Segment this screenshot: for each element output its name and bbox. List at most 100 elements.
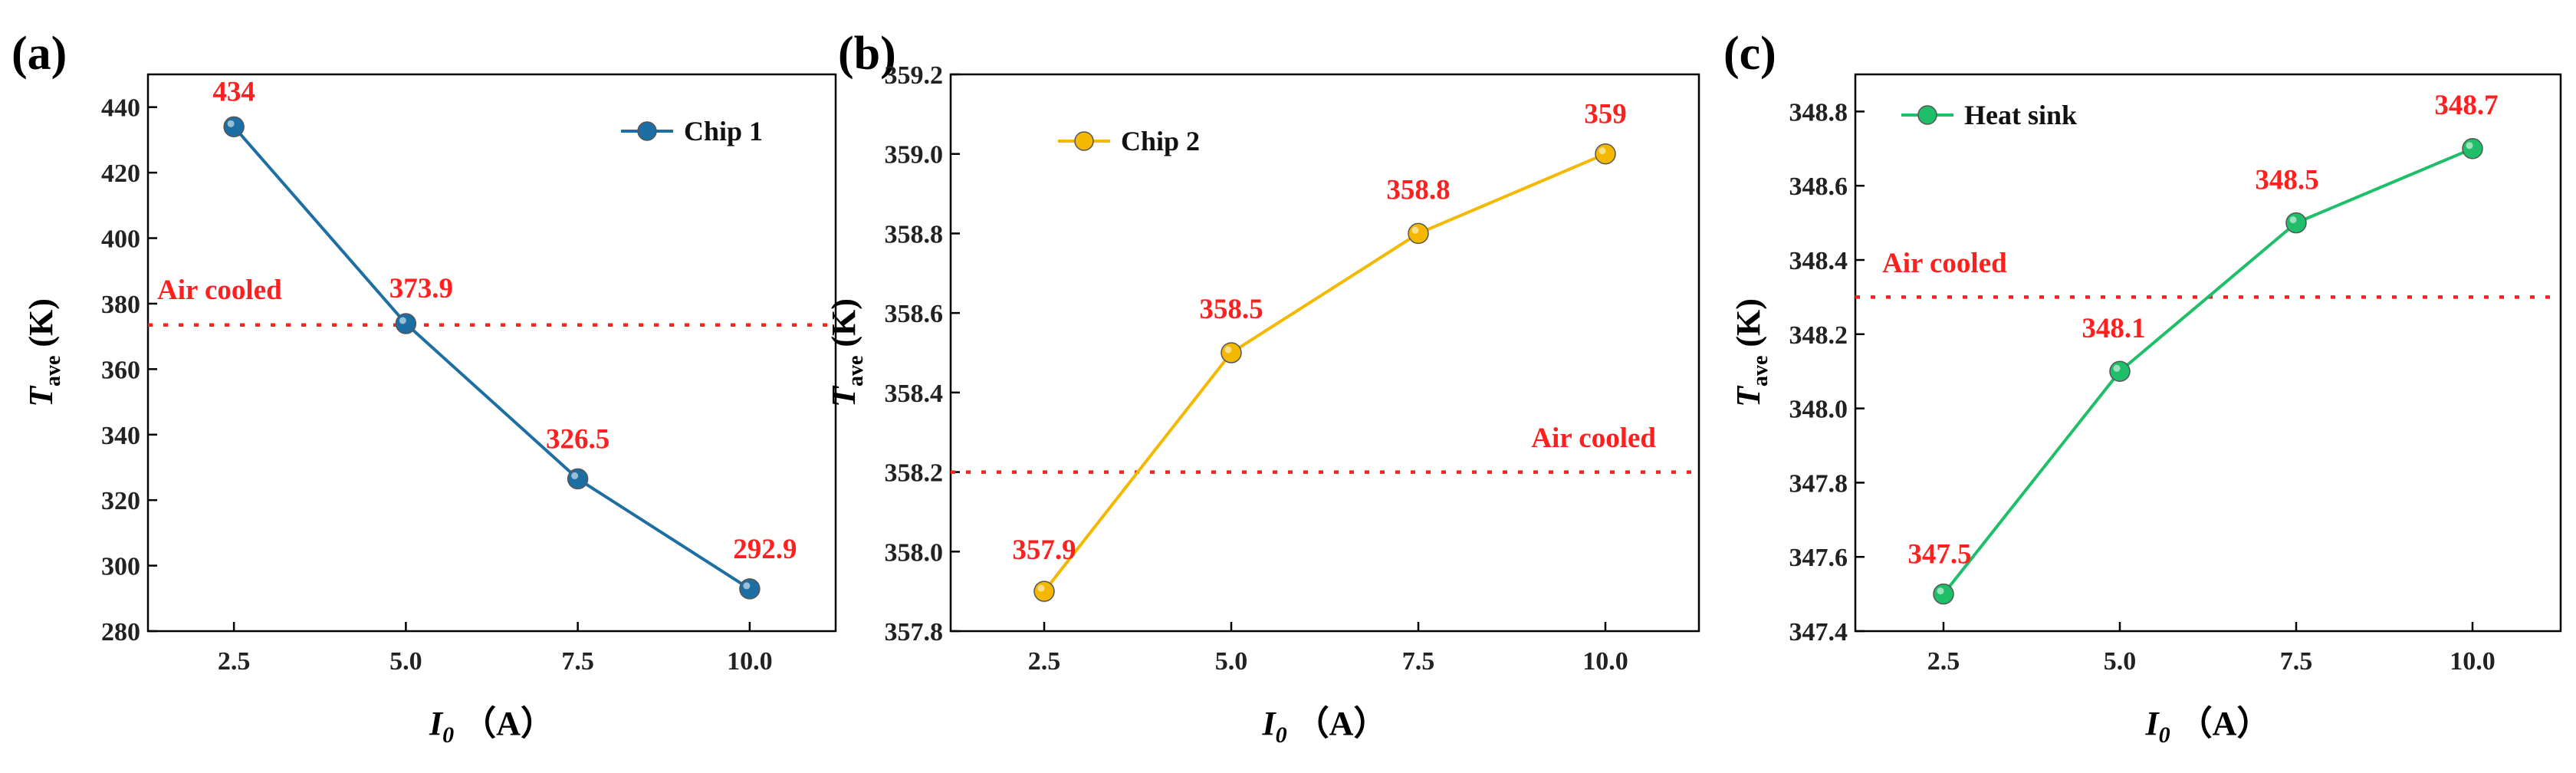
y-axis-title: Tave (K) [825, 298, 868, 407]
y-tick-label: 347.4 [1789, 618, 1848, 646]
x-axis-title: I0 （A） [1262, 705, 1388, 748]
y-tick-label: 347.8 [1789, 469, 1848, 498]
y-tick-label: 358.0 [885, 538, 944, 567]
data-point [223, 116, 245, 138]
data-label: 292.9 [733, 534, 797, 565]
data-point [395, 313, 417, 334]
x-tick-label: 5.0 [389, 647, 422, 676]
y-axis-title: Tave (K) [1730, 298, 1773, 407]
chart-panel-1: (a) 280 300 320 340 360 380 400 420 440 2.5 5.0 7.5 1… [12, 28, 837, 748]
x-axis-title: I0 （A） [429, 705, 554, 748]
y-axis-subscript: ave [844, 356, 868, 386]
x-tick-label: 2.5 [1028, 647, 1061, 676]
x-axis-subscript: 0 [442, 722, 454, 748]
x-tick-label: 5.0 [2104, 647, 2137, 676]
data-point [2285, 212, 2307, 234]
data-label: 326.5 [546, 423, 610, 455]
y-tick-label: 300 [101, 553, 140, 581]
y-axis-title: Tave (K) [22, 298, 65, 407]
x-axis-title: I0 （A） [2145, 705, 2271, 748]
legend-label: Chip 2 [1121, 126, 1200, 156]
data-point [2109, 360, 2131, 382]
plot-frame [949, 73, 1700, 633]
y-tick-label: 348.8 [1789, 98, 1848, 127]
y-tick-label: 320 [101, 487, 140, 515]
y-tick-label: 420 [101, 160, 140, 188]
data-label: 357.9 [1012, 535, 1076, 566]
series-line [232, 126, 751, 590]
y-axis-unit: (K) [1730, 298, 1767, 356]
reference-label: Air cooled [157, 275, 282, 306]
plot-frame [146, 73, 837, 633]
x-tick-label: 10.0 [1582, 647, 1628, 676]
y-tick-label: 400 [101, 225, 140, 254]
y-tick-label: 348.0 [1789, 396, 1848, 424]
legend-marker [1074, 131, 1094, 151]
x-axis-unit: （A） [2170, 705, 2271, 742]
data-point-highlight [1598, 147, 1606, 155]
data-point [2462, 138, 2483, 160]
y-tick-label: 348.4 [1789, 247, 1848, 275]
x-axis-unit: （A） [1287, 705, 1388, 742]
panel-label: (b) [838, 28, 896, 80]
panel-label: (c) [1723, 28, 1776, 80]
data-point-highlight [1224, 346, 1232, 354]
x-tick-label: 2.5 [1927, 647, 1960, 676]
y-tick-label: 359.2 [885, 61, 944, 90]
x-tick-label: 7.5 [1402, 647, 1435, 676]
x-tick-label: 5.0 [1215, 647, 1248, 676]
y-tick-label: 359.0 [885, 141, 944, 169]
y-tick-label: 440 [101, 94, 140, 123]
x-axis-unit: （A） [454, 705, 554, 742]
data-point [739, 578, 761, 600]
y-axis-symbol: T [22, 385, 60, 407]
y-tick-label: 358.8 [885, 220, 944, 248]
data-label: 347.5 [1907, 539, 1971, 571]
y-tick-label: 340 [101, 422, 140, 450]
reference-label: Air cooled [1882, 248, 2007, 279]
data-point [567, 468, 589, 490]
plot-frame [1854, 73, 2562, 633]
data-point [1595, 143, 1616, 165]
data-point-highlight [2466, 142, 2473, 150]
legend-label: Heat sink [1964, 100, 2077, 130]
legend-marker [1917, 105, 1937, 125]
y-axis-symbol: T [1730, 385, 1767, 407]
reference-label: Air cooled [1531, 423, 1656, 454]
y-tick-label: 280 [101, 618, 140, 646]
x-tick-label: 7.5 [2280, 647, 2313, 676]
data-point-highlight [571, 472, 579, 479]
data-label: 359 [1584, 99, 1627, 130]
x-axis-subscript: 0 [1276, 722, 1287, 748]
y-tick-label: 360 [101, 356, 140, 384]
data-point [1933, 583, 1954, 605]
x-axis-subscript: 0 [2159, 722, 2170, 748]
data-point-highlight [2289, 216, 2297, 224]
x-tick-label: 7.5 [561, 647, 594, 676]
y-tick-label: 357.8 [885, 618, 944, 646]
y-axis-subscript: ave [1749, 356, 1773, 386]
data-point-highlight [1937, 587, 1944, 595]
data-point-highlight [743, 582, 751, 590]
data-point-highlight [1037, 584, 1045, 592]
y-axis-subscript: ave [41, 356, 65, 386]
y-tick-label: 348.6 [1789, 173, 1848, 201]
data-label: 358.5 [1199, 294, 1263, 325]
x-tick-label: 10.0 [2450, 647, 2496, 676]
x-axis-symbol: I [2145, 705, 2160, 742]
y-axis-symbol: T [825, 385, 863, 407]
data-label: 358.8 [1386, 174, 1450, 206]
x-tick-label: 2.5 [218, 647, 251, 676]
y-tick-label: 380 [101, 291, 140, 319]
y-tick-label: 358.4 [885, 380, 944, 408]
data-label: 373.9 [389, 273, 453, 304]
data-point [1033, 581, 1055, 602]
data-label: 348.1 [2082, 313, 2145, 344]
chart-panel-2: (b) 357.8 358.0 358.2 358.4 358.6 358.8 359.0 35… [825, 28, 1700, 748]
y-tick-label: 347.6 [1789, 544, 1848, 572]
y-axis-unit: (K) [22, 298, 60, 356]
data-point-highlight [399, 317, 406, 324]
chart-panel-3: (c) 347.4 347.6 347.8 348.0 348.2 348.4 348.6 34… [1723, 28, 2562, 748]
y-tick-label: 358.6 [885, 300, 944, 328]
